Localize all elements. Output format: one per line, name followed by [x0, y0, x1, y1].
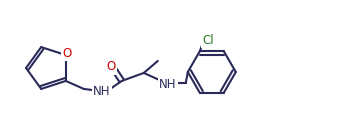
- Text: NH: NH: [93, 85, 111, 98]
- Text: NH: NH: [159, 78, 176, 91]
- Text: O: O: [62, 47, 71, 60]
- Text: Cl: Cl: [202, 34, 214, 47]
- Text: O: O: [106, 60, 116, 73]
